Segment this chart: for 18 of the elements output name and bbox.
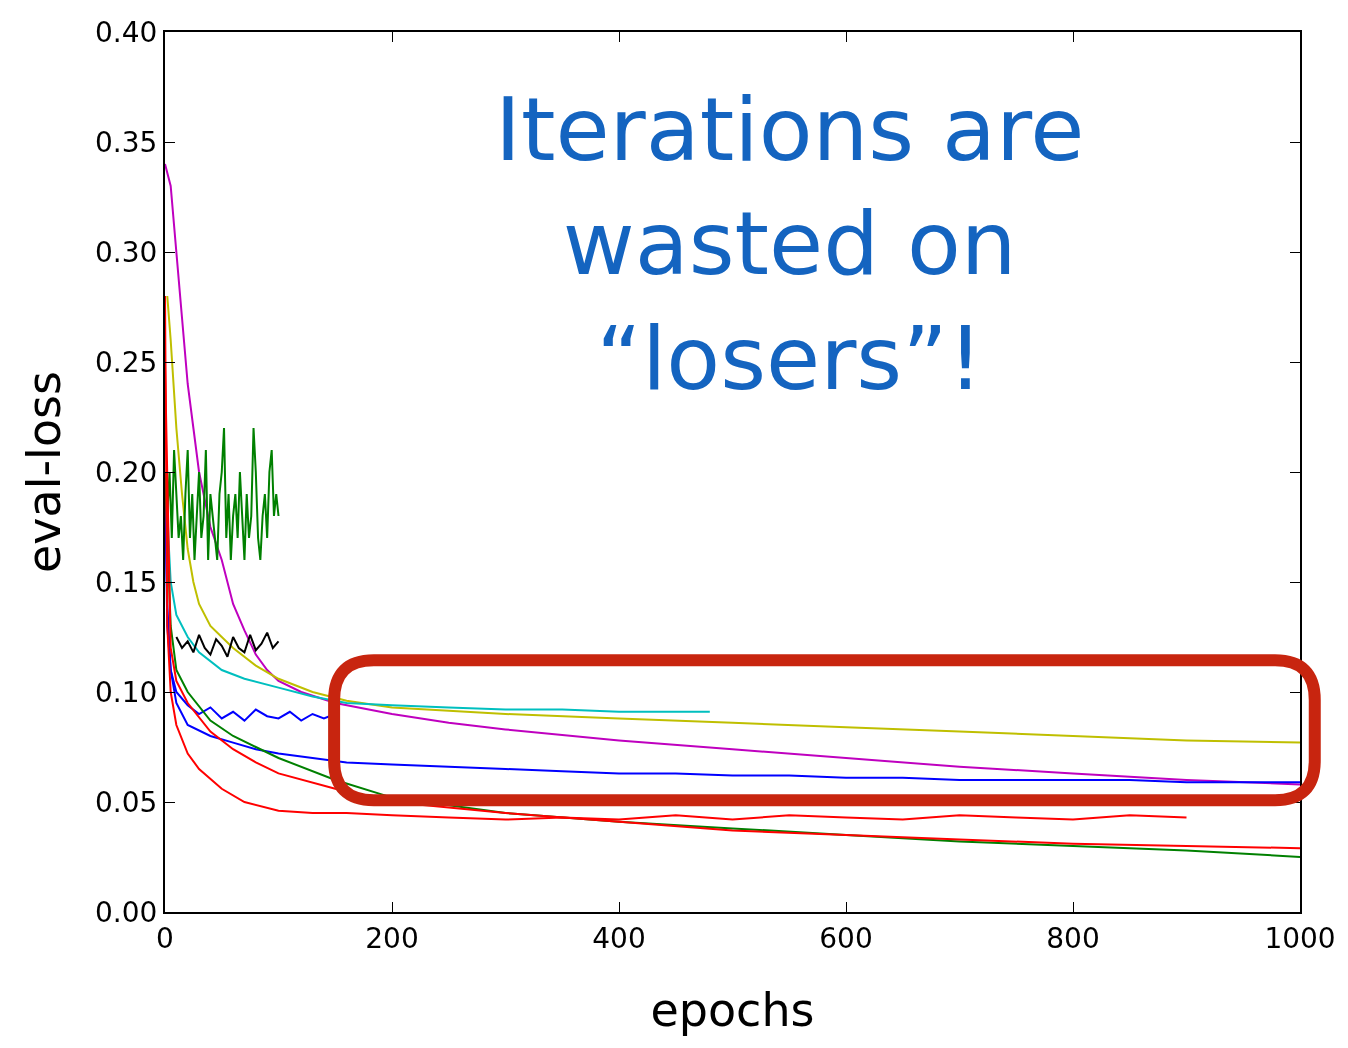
x-tick-label: 600	[819, 921, 873, 955]
y-tick-label: 0.10	[95, 675, 158, 709]
annotation: Iterations are wasted on “losers”!	[495, 78, 1085, 410]
y-tick-label: 0.25	[95, 345, 158, 379]
y-tick-label: 0.40	[95, 15, 158, 49]
x-tick-label: 1000	[1264, 921, 1336, 955]
y-tick-label: 0.30	[95, 235, 158, 269]
y-tick-label: 0.35	[95, 125, 158, 159]
x-tick-label: 400	[592, 921, 646, 955]
y-axis-title: eval-loss	[16, 371, 71, 573]
y-tick-label: 0.20	[95, 455, 158, 489]
y-tick-label: 0.00	[95, 895, 158, 929]
x-tick-label: 0	[156, 921, 174, 955]
x-tick-label: 800	[1046, 921, 1100, 955]
y-tick-label: 0.15	[95, 565, 158, 599]
x-axis-title: epochs	[650, 982, 815, 1037]
y-tick-label: 0.05	[95, 785, 158, 819]
x-tick-label: 200	[365, 921, 419, 955]
